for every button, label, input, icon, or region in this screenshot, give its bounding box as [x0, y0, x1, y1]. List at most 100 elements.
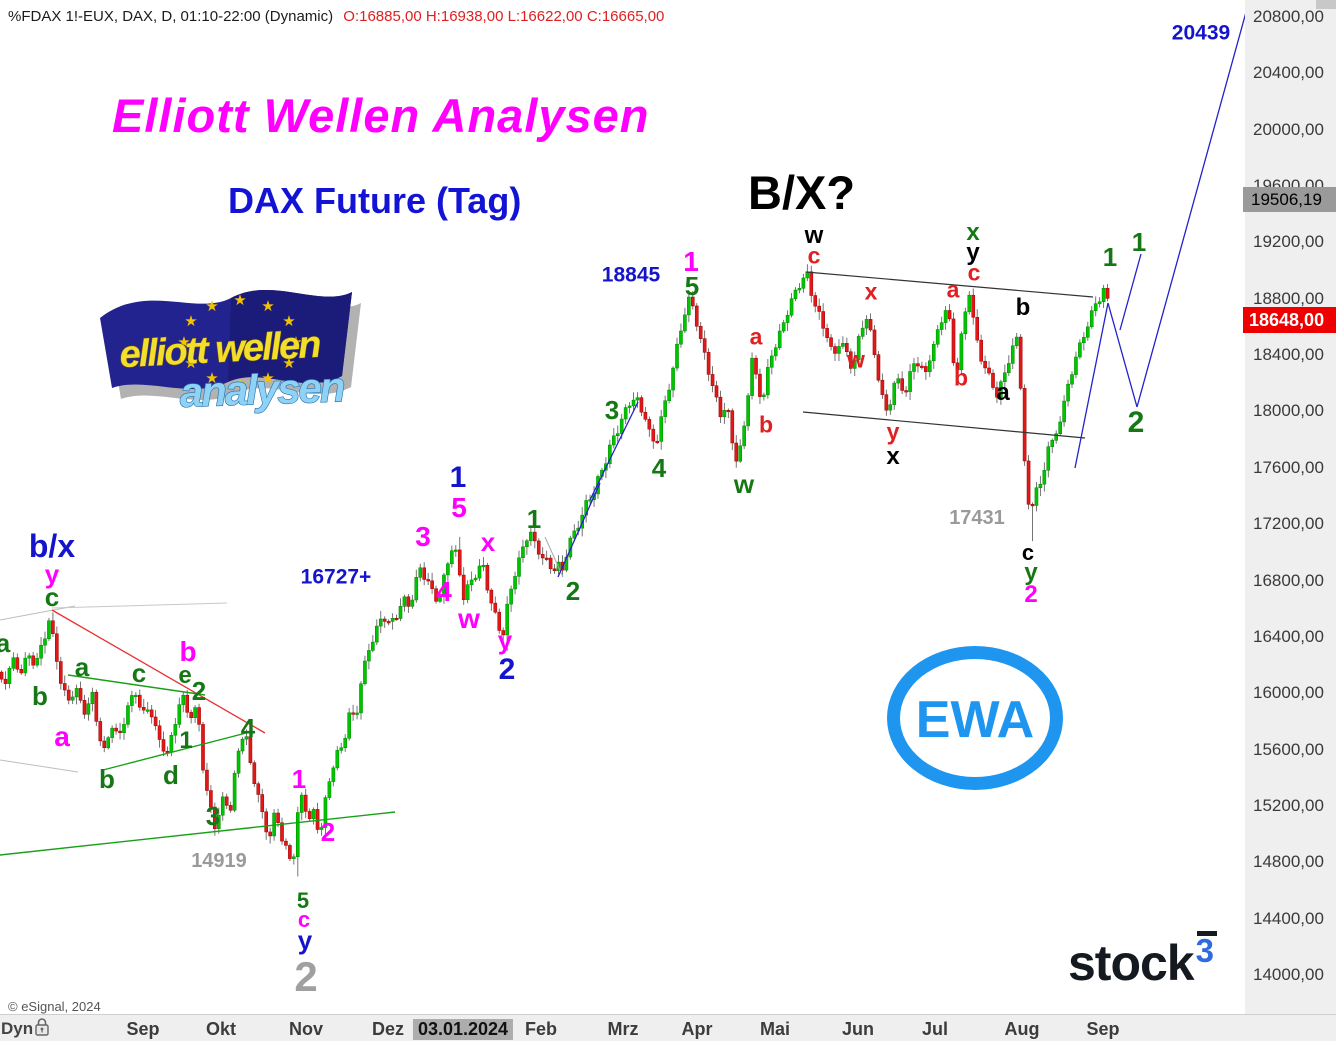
candle-up — [912, 363, 916, 372]
price-tick: 20800,00 — [1253, 7, 1324, 26]
candle-up — [852, 359, 857, 369]
svg-text:★: ★ — [233, 291, 246, 309]
price-tick: 15200,00 — [1253, 795, 1324, 815]
candle-up — [1078, 342, 1082, 358]
wave-label: 4 — [651, 453, 667, 483]
wave-label: 2 — [1127, 406, 1145, 439]
flag-shape-dark — [228, 289, 352, 384]
wave-label: 1 — [1102, 242, 1118, 272]
candle-up — [134, 694, 138, 698]
candle-down — [280, 822, 284, 842]
wave-label: 17431 — [949, 507, 1005, 529]
candle-down — [430, 580, 434, 589]
candle-up — [106, 737, 111, 749]
candle-up — [687, 296, 691, 316]
candle-up — [1066, 383, 1070, 402]
candle-up — [1058, 421, 1062, 434]
candle-up — [378, 618, 383, 627]
wave-label: a — [946, 276, 960, 303]
scenario-label: B/X? — [748, 166, 856, 219]
wave-label: 14919 — [191, 850, 247, 872]
candle-up — [742, 425, 746, 447]
candle-down — [904, 390, 908, 393]
wave-label: y — [966, 239, 980, 266]
candle-up — [1038, 483, 1043, 488]
candle-up — [773, 347, 778, 357]
wave-label: b — [758, 411, 774, 438]
candle-down — [698, 326, 703, 339]
price-tick: 16800,00 — [1253, 570, 1324, 590]
flag-text-line1: elliott wellen — [118, 324, 321, 376]
candle-up — [762, 394, 766, 397]
candle-down — [817, 305, 822, 312]
candle-up — [841, 343, 845, 347]
trendline — [0, 759, 79, 773]
price-tick: 17200,00 — [1253, 514, 1324, 534]
candle-down — [307, 811, 312, 819]
candle-down — [153, 716, 158, 727]
candle-down — [406, 596, 411, 607]
highlighted-date-label: 03.01.2024 — [412, 1019, 514, 1040]
chart-legend: %FDAX 1!-EUX, DAX, D, 01:10-22:00 (Dynam… — [8, 8, 664, 25]
trendline — [802, 411, 1086, 439]
candle-up — [359, 683, 363, 714]
candle-down — [710, 374, 715, 386]
candle-down — [161, 739, 166, 752]
candlestick-chart — [0, 13, 1245, 877]
candle-up — [766, 367, 770, 396]
price-tick: 19200,00 — [1253, 232, 1324, 252]
candle-down — [82, 700, 87, 715]
padlock-icon[interactable] — [33, 1017, 51, 1037]
wave-label: 5 — [296, 888, 310, 913]
candle-up — [801, 277, 806, 289]
candle-up — [1062, 400, 1066, 423]
candle-down — [536, 540, 541, 555]
wave-label: a — [996, 379, 1010, 406]
candle-up — [355, 712, 359, 715]
candle-up — [126, 705, 130, 725]
candle-down — [1018, 336, 1023, 389]
candle-down — [497, 611, 502, 631]
candle-down — [138, 694, 142, 708]
candle-down — [149, 709, 154, 718]
price-tick: 15600,00 — [1253, 739, 1324, 759]
chart-surface[interactable]: %FDAX 1!-EUX, DAX, D, 01:10-22:00 (Dynam… — [0, 0, 1245, 1014]
candle-up — [612, 435, 616, 446]
price-axis[interactable]: 19506,19 18648,00 20800,00 20400,00 20000,… — [1243, 0, 1336, 1014]
wave-label: w — [458, 603, 480, 634]
candle-down — [880, 379, 885, 395]
wave-label: b — [179, 636, 197, 667]
candle-down — [256, 783, 261, 795]
wave-label: 3 — [604, 395, 620, 425]
candle-down — [288, 845, 292, 859]
candle-down — [924, 366, 928, 373]
last-price-marker: 18648,00 — [1243, 307, 1336, 334]
ewa-text: EWA — [915, 691, 1035, 749]
candle-up — [27, 655, 31, 659]
wave-label: 4 — [436, 576, 452, 607]
candle-down — [955, 362, 960, 371]
candle-down — [951, 318, 956, 364]
candle-up — [442, 574, 446, 597]
wave-label: a — [54, 721, 70, 752]
candle-down — [252, 762, 257, 784]
wave-label: b — [1015, 294, 1031, 321]
trendline — [1074, 302, 1109, 469]
candle-down — [714, 385, 719, 398]
candle-up — [627, 405, 632, 408]
time-axis-toolbar[interactable]: Dyn Sep Okt Nov Dez 03.01.2024 Feb Mrz Apr Mai Ju… — [0, 1014, 1336, 1041]
candle-down — [706, 352, 711, 375]
trendline — [544, 536, 564, 578]
candle-down — [876, 354, 881, 381]
wave-label: 2 — [294, 953, 318, 1000]
dyn-mode-button[interactable]: Dyn — [1, 1019, 34, 1038]
candle-down — [540, 554, 545, 559]
wave-label: c — [967, 259, 981, 286]
candle-up — [481, 564, 486, 568]
svg-text:★: ★ — [289, 333, 302, 351]
candle-up — [11, 657, 16, 669]
symbol-info: %FDAX 1!-EUX, DAX, D, 01:10-22:00 (Dynam… — [8, 8, 334, 25]
month-label: Nov — [288, 1019, 324, 1039]
candle-up — [837, 346, 841, 354]
candle-down — [268, 831, 272, 837]
